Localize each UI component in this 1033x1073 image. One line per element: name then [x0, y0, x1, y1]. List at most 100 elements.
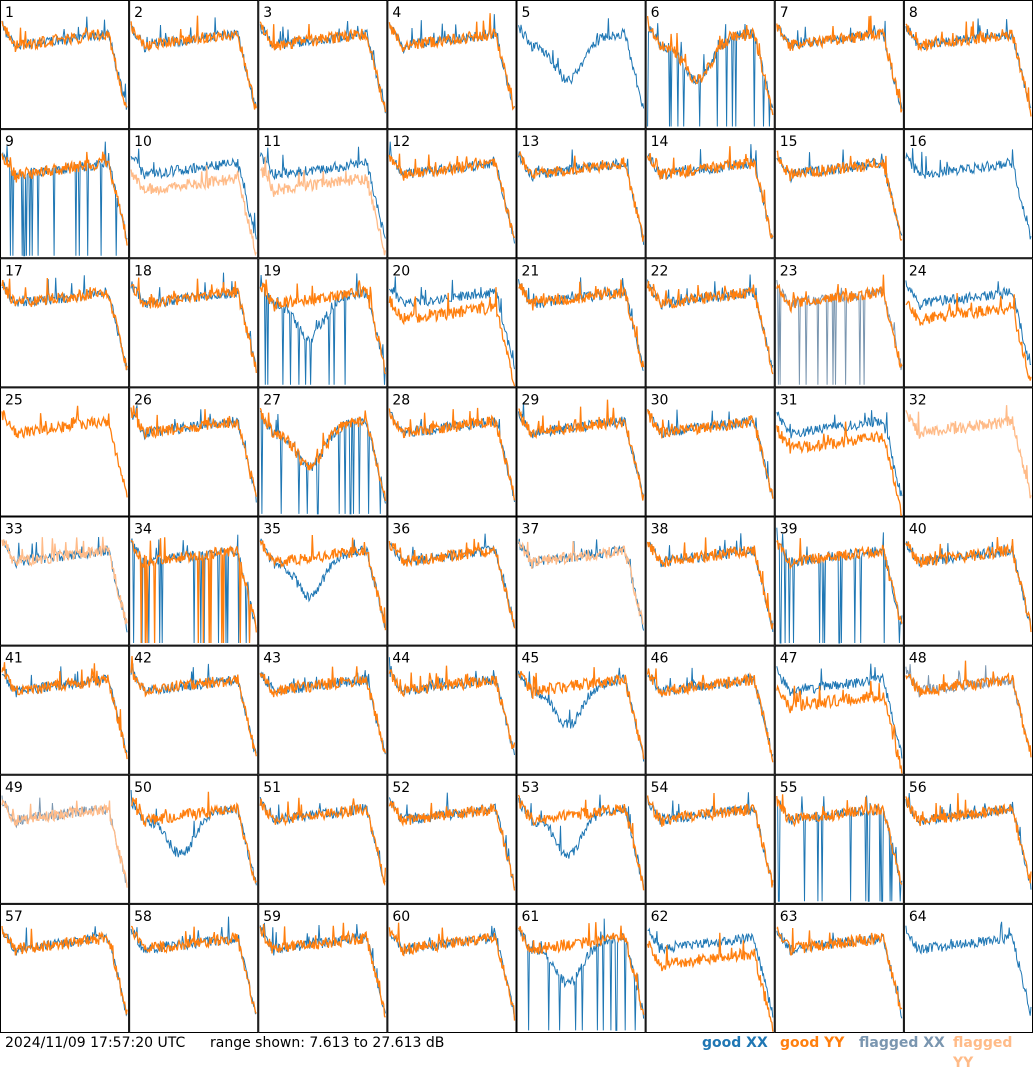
panel-44: 44 — [387, 645, 517, 775]
panel-53: 53 — [516, 774, 646, 904]
series-yy-line — [259, 666, 387, 754]
panel-6: 6 — [645, 0, 775, 130]
footer-bar: 2024/11/09 17:57:20 UTC range shown: 7.6… — [0, 1033, 1033, 1071]
panel-label: 13 — [522, 134, 540, 150]
panel-20: 20 — [387, 258, 517, 388]
panel-frame — [903, 129, 1033, 259]
series-xx-line — [518, 667, 645, 762]
panel-24: 24 — [903, 258, 1033, 388]
series-xx-line — [130, 663, 257, 754]
panel-frame — [258, 129, 388, 259]
series-yy-line — [905, 405, 1032, 499]
panel-label: 52 — [392, 780, 410, 796]
panel-frame — [516, 774, 646, 904]
panel-frame — [387, 0, 517, 130]
panel-label: 1 — [5, 5, 14, 21]
panel-label: 21 — [522, 263, 540, 279]
panel-2: 2 — [129, 0, 259, 130]
legend-flagged-yy: flagged YY — [953, 1035, 1013, 1071]
series-yy-line — [518, 150, 645, 242]
panel-label: 4 — [392, 5, 401, 21]
panel-frame — [516, 516, 646, 646]
series-xx-line — [776, 527, 903, 644]
panel-33: 33 — [0, 516, 130, 646]
panel-label: 29 — [522, 392, 540, 408]
series-yy-line — [388, 407, 516, 501]
panel-45: 45 — [516, 645, 646, 775]
panel-label: 6 — [651, 5, 660, 21]
panel-frame — [645, 387, 775, 517]
panel-label: 8 — [909, 5, 918, 21]
panel-16: 16 — [903, 129, 1033, 259]
panel-label: 51 — [263, 780, 281, 796]
panel-frame — [129, 774, 259, 904]
panel-label: 16 — [909, 134, 927, 150]
panel-label: 34 — [134, 522, 152, 538]
panel-frame — [129, 258, 259, 388]
panel-28: 28 — [387, 387, 517, 517]
panel-43: 43 — [258, 645, 388, 775]
panel-10: 10 — [129, 129, 259, 259]
panel-64: 64 — [903, 903, 1033, 1033]
series-yy-line — [388, 800, 516, 891]
panel-label: 19 — [263, 263, 281, 279]
panel-frame — [903, 516, 1033, 646]
series-yy-line — [131, 791, 257, 885]
series-yy-line — [388, 665, 516, 750]
series-yy-line — [905, 537, 1032, 633]
legend-good-yy: good YY — [780, 1035, 845, 1051]
series-xx-line — [130, 148, 257, 240]
panel-label: 42 — [134, 651, 152, 667]
panel-label: 23 — [780, 263, 798, 279]
panel-label: 12 — [392, 134, 410, 150]
series-yy-line — [517, 667, 645, 760]
panel-label: 9 — [5, 134, 14, 150]
panel-frame — [0, 0, 130, 130]
panel-25: 25 — [0, 387, 130, 517]
panel-label: 54 — [651, 780, 669, 796]
series-yy-line — [646, 792, 774, 888]
panel-41: 41 — [0, 645, 130, 775]
panel-label: 40 — [909, 522, 927, 538]
panel-label: 25 — [5, 392, 23, 408]
panel-label: 11 — [263, 134, 281, 150]
panel-frame — [645, 516, 775, 646]
series-yy-line — [259, 797, 387, 887]
panel-label: 27 — [263, 392, 281, 408]
panel-label: 55 — [780, 780, 798, 796]
panel-14: 14 — [645, 129, 775, 259]
panel-54: 54 — [645, 774, 775, 904]
panel-11: 11 — [258, 129, 388, 259]
panel-frame — [258, 774, 388, 904]
series-yy-line — [646, 409, 774, 499]
panel-58: 58 — [129, 903, 259, 1033]
panel-frame — [774, 903, 904, 1033]
panel-4: 4 — [387, 0, 517, 130]
series-xx-line — [130, 17, 257, 110]
series-yy-line — [259, 407, 387, 502]
panel-51: 51 — [258, 774, 388, 904]
series-xx-line — [389, 276, 515, 370]
panel-46: 46 — [645, 645, 775, 775]
panel-frame — [774, 645, 904, 775]
panel-55: 55 — [774, 774, 904, 904]
panel-57: 57 — [0, 903, 130, 1033]
panel-frame — [645, 129, 775, 259]
panel-frame — [903, 258, 1033, 388]
series-yy-line — [646, 281, 774, 375]
series-yy-line — [905, 292, 1032, 381]
series-xx-line — [518, 18, 645, 109]
panel-label: 2 — [134, 5, 143, 21]
series-xx-line — [905, 921, 1032, 1016]
panel-frame — [387, 774, 517, 904]
panel-frame — [0, 774, 130, 904]
panel-label: 49 — [5, 780, 23, 796]
panel-label: 35 — [263, 522, 281, 538]
panel-frame — [645, 258, 775, 388]
panel-frame — [0, 903, 130, 1033]
panel-label: 18 — [134, 263, 152, 279]
range-text: range shown: 7.613 to 27.613 dB — [210, 1035, 445, 1051]
series-yy-line — [388, 287, 516, 387]
series-yy-line — [776, 15, 903, 113]
